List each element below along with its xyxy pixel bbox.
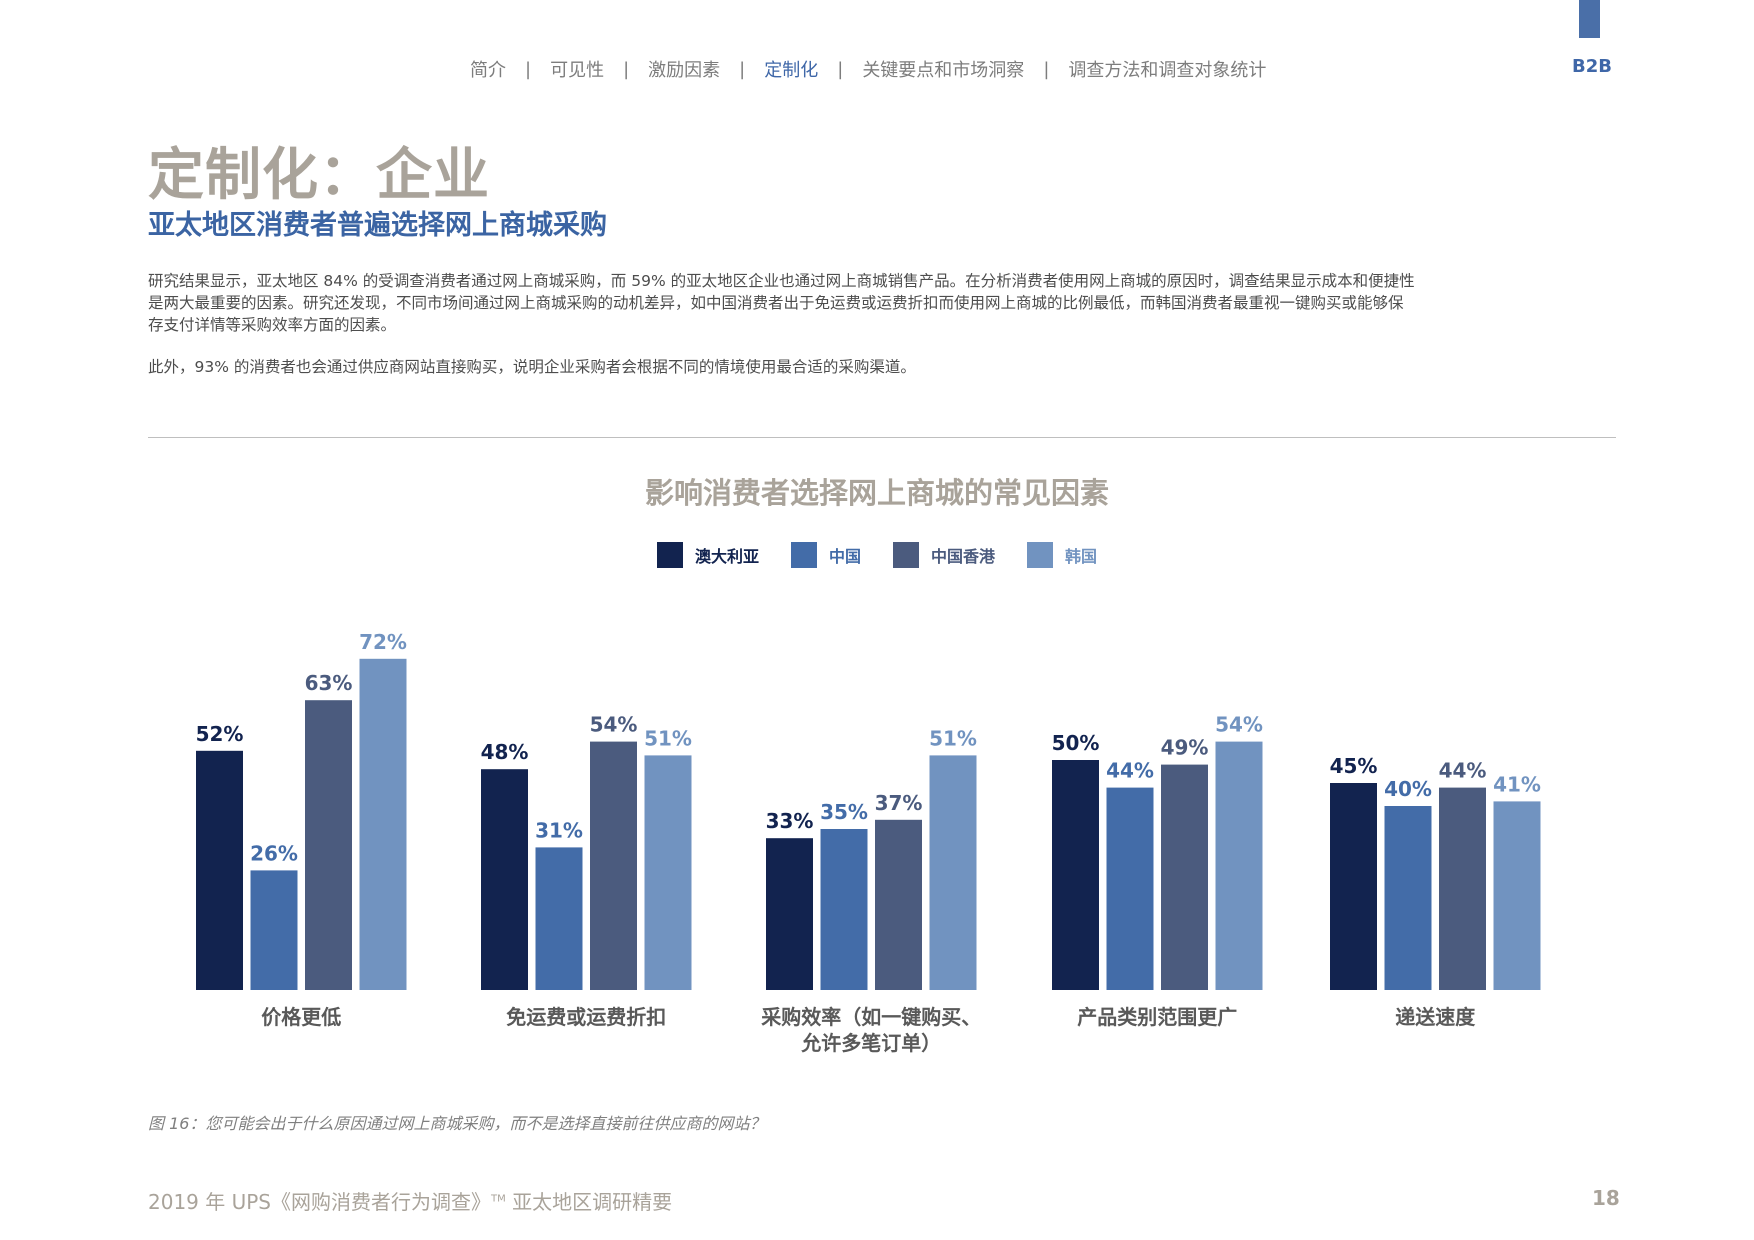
nav-separator: | bbox=[525, 58, 532, 80]
body-paragraph-1: 研究结果显示，亚太地区 84% 的受调查消费者通过网上商城采购，而 59% 的亚… bbox=[148, 270, 1608, 336]
data-label: 51% bbox=[929, 726, 977, 750]
trademark-mark: TM bbox=[491, 1193, 506, 1205]
section-divider bbox=[148, 437, 1616, 438]
bar-group: 45%40% 44%41% 递送速度 bbox=[1330, 754, 1541, 1029]
nav-item-customization[interactable]: 定制化 bbox=[764, 60, 819, 81]
bar-group: 33% 35% 37% 51% 采购效率（如一键购买、允许多笔订单） bbox=[761, 726, 981, 1055]
corner-accent-bar bbox=[1579, 0, 1600, 38]
bar bbox=[1439, 787, 1486, 990]
footer-text: 2019 年 UPS《网购消费者行为调查》TM 亚太地区调研精要 bbox=[148, 1186, 672, 1215]
bar bbox=[1384, 806, 1432, 990]
legend-swatch bbox=[1027, 542, 1054, 568]
footer-text-after: 亚太地区调研精要 bbox=[505, 1190, 673, 1214]
nav-item-methodology[interactable]: 调查方法和调查对象统计 bbox=[1068, 60, 1267, 81]
legend-label: 中国香港 bbox=[931, 547, 996, 566]
body-text: 研究结果显示，亚太地区 84% 的受调查消费者通过网上商城采购，而 59% 的亚… bbox=[148, 270, 1608, 398]
bar bbox=[250, 870, 298, 990]
footer-text-before: 2019 年 UPS《网购消费者行为调查》 bbox=[148, 1190, 492, 1214]
bar bbox=[590, 741, 637, 990]
nav-separator: | bbox=[623, 58, 630, 80]
data-label: 44% bbox=[1439, 759, 1487, 783]
data-label: 37% bbox=[875, 791, 923, 815]
data-label: 54% bbox=[590, 713, 638, 737]
data-label: 51% bbox=[644, 726, 692, 750]
data-label: 72% bbox=[359, 630, 407, 654]
nav-item-visibility[interactable]: 可见性 bbox=[550, 60, 605, 81]
category-label: 允许多笔订单） bbox=[800, 1031, 941, 1055]
legend-swatch bbox=[893, 542, 919, 568]
data-label: 49% bbox=[1161, 736, 1209, 760]
data-label: 40% bbox=[1384, 777, 1432, 801]
top-navigation: 简介 | 可见性 | 激励因素 | 定制化 | 关键要点和市场洞察 | 调查方法… bbox=[470, 56, 1266, 82]
nav-item-key-insights[interactable]: 关键要点和市场洞察 bbox=[862, 60, 1025, 81]
bar-group: 50%44% 49%54% 产品类别范围更广 bbox=[1052, 713, 1263, 1029]
data-label: 26% bbox=[250, 841, 298, 865]
bar bbox=[875, 819, 922, 990]
data-label: 54% bbox=[1215, 713, 1263, 737]
legend-item: 中国 bbox=[790, 542, 861, 568]
legend-swatch bbox=[790, 542, 817, 568]
bar bbox=[820, 829, 868, 990]
chart-title: 影响消费者选择网上商城的常见因素 bbox=[644, 476, 1109, 510]
bar bbox=[1052, 760, 1099, 990]
data-label: 33% bbox=[766, 809, 814, 833]
category-label: 采购效率（如一键购买、 bbox=[761, 1005, 981, 1029]
nav-item-intro[interactable]: 简介 bbox=[470, 60, 506, 81]
bar bbox=[196, 750, 243, 990]
legend-label: 韩国 bbox=[1065, 547, 1098, 566]
chart-legend: 澳大利亚 中国 中国香港 韩国 bbox=[0, 542, 1754, 568]
body-paragraph-1-line-1: 研究结果显示，亚太地区 84% 的受调查消费者通过网上商城采购，而 59% 的亚… bbox=[148, 272, 1415, 290]
bar bbox=[1493, 801, 1541, 990]
data-label: 31% bbox=[535, 818, 583, 842]
category-label: 产品类别范围更广 bbox=[1077, 1005, 1237, 1029]
bar bbox=[644, 755, 692, 990]
legend-swatch bbox=[656, 542, 683, 568]
legend-label: 中国 bbox=[828, 547, 861, 566]
bar bbox=[1161, 764, 1208, 990]
data-label: 63% bbox=[305, 671, 353, 695]
data-label: 45% bbox=[1330, 754, 1378, 778]
body-paragraph-1-line-3: 存支付详情等采购效率方面的因素。 bbox=[148, 316, 397, 334]
bar bbox=[1330, 783, 1377, 990]
bar-group: 48% 31% 54%51% 免运费或运费折扣 bbox=[481, 713, 692, 1029]
figure-caption: 图 16：您可能会出于什么原因通过网上商城采购，而不是选择直接前往供应商的网站？ bbox=[148, 1114, 766, 1133]
bar-group: 52% 26% 63%72% 价格更低 bbox=[196, 630, 407, 1029]
data-label: 35% bbox=[820, 800, 868, 824]
bar bbox=[535, 847, 583, 990]
page-title: 定制化：企业 bbox=[148, 143, 490, 208]
nav-separator: | bbox=[1043, 58, 1050, 80]
category-label: 价格更低 bbox=[261, 1005, 341, 1029]
data-label: 52% bbox=[196, 722, 244, 746]
data-label: 44% bbox=[1106, 759, 1154, 783]
bar bbox=[481, 769, 528, 990]
body-paragraph-1-line-2: 是两大最重要的因素。研究还发现，不同市场间通过网上商城采购的动机差异，如中国消费… bbox=[148, 294, 1404, 312]
nav-item-motivation[interactable]: 激励因素 bbox=[648, 60, 721, 81]
data-label: 41% bbox=[1493, 772, 1541, 796]
data-label: 50% bbox=[1052, 731, 1100, 755]
legend-label: 澳大利亚 bbox=[694, 547, 759, 566]
nav-separator: | bbox=[739, 58, 746, 80]
bar bbox=[305, 700, 352, 990]
page-number: 18 bbox=[1592, 1186, 1620, 1210]
section-label: B2B bbox=[1572, 56, 1612, 77]
bar bbox=[359, 658, 407, 990]
legend-item: 中国香港 bbox=[893, 542, 995, 568]
bar bbox=[766, 838, 813, 990]
bar bbox=[1215, 741, 1263, 990]
body-paragraph-2: 此外，93% 的消费者也会通过供应商网站直接购买，说明企业采购者会根据不同的情境… bbox=[148, 358, 916, 376]
bar bbox=[1106, 787, 1154, 990]
bar bbox=[929, 755, 977, 990]
legend-item: 澳大利亚 bbox=[656, 542, 759, 568]
legend-item: 韩国 bbox=[1027, 542, 1097, 568]
data-label: 48% bbox=[481, 740, 529, 764]
category-label: 免运费或运费折扣 bbox=[506, 1005, 666, 1029]
nav-separator: | bbox=[837, 58, 844, 80]
page-subtitle: 亚太地区消费者普遍选择网上商城采购 bbox=[148, 210, 607, 241]
category-label: 递送速度 bbox=[1395, 1005, 1476, 1029]
